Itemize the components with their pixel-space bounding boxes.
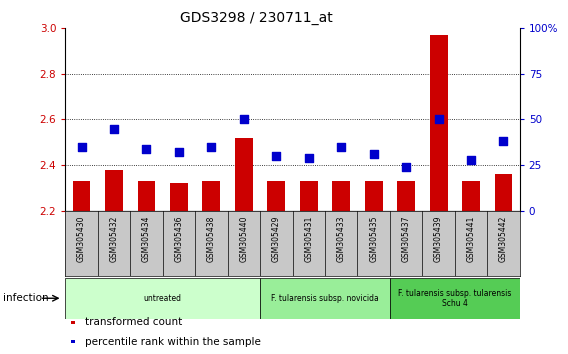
Point xyxy=(142,146,151,152)
Text: GSM305441: GSM305441 xyxy=(466,216,475,262)
Point xyxy=(466,157,475,162)
Bar xyxy=(137,181,156,211)
Point xyxy=(239,117,248,122)
Point xyxy=(77,144,86,150)
Bar xyxy=(202,181,220,211)
Bar xyxy=(495,174,512,211)
Point xyxy=(337,144,346,150)
Bar xyxy=(73,181,90,211)
Bar xyxy=(170,183,188,211)
Text: GSM305435: GSM305435 xyxy=(369,216,378,262)
Bar xyxy=(300,181,318,211)
Bar xyxy=(365,181,383,211)
Bar xyxy=(260,278,390,319)
Text: GSM305437: GSM305437 xyxy=(402,216,411,262)
Text: infection: infection xyxy=(3,293,48,303)
Point xyxy=(110,126,119,131)
Text: GSM305431: GSM305431 xyxy=(304,216,313,262)
Text: GSM305433: GSM305433 xyxy=(337,216,346,262)
Text: percentile rank within the sample: percentile rank within the sample xyxy=(85,337,261,347)
Text: GSM305439: GSM305439 xyxy=(434,216,443,262)
Bar xyxy=(429,35,448,211)
Text: GSM305438: GSM305438 xyxy=(207,216,216,262)
Point xyxy=(402,164,411,170)
Text: GSM305442: GSM305442 xyxy=(499,216,508,262)
Bar xyxy=(268,181,285,211)
Point xyxy=(207,144,216,150)
Text: GDS3298 / 230711_at: GDS3298 / 230711_at xyxy=(180,11,332,25)
Text: GSM305430: GSM305430 xyxy=(77,216,86,262)
Point xyxy=(369,151,378,157)
Point xyxy=(174,149,183,155)
Text: F. tularensis subsp. novicida: F. tularensis subsp. novicida xyxy=(271,294,379,303)
Text: GSM305429: GSM305429 xyxy=(272,216,281,262)
Bar xyxy=(390,278,520,319)
Bar xyxy=(462,181,480,211)
Bar xyxy=(332,181,350,211)
Text: GSM305440: GSM305440 xyxy=(239,216,248,262)
Text: GSM305436: GSM305436 xyxy=(174,216,183,262)
Point xyxy=(272,153,281,159)
Text: untreated: untreated xyxy=(144,294,182,303)
Bar xyxy=(235,138,253,211)
Text: GSM305432: GSM305432 xyxy=(110,216,119,262)
Bar xyxy=(397,181,415,211)
Bar xyxy=(105,170,123,211)
Point xyxy=(434,117,443,122)
Bar xyxy=(65,278,260,319)
Text: transformed count: transformed count xyxy=(85,317,182,327)
Text: F. tularensis subsp. tularensis
Schu 4: F. tularensis subsp. tularensis Schu 4 xyxy=(398,289,512,308)
Text: GSM305434: GSM305434 xyxy=(142,216,151,262)
Point xyxy=(499,138,508,144)
Point xyxy=(304,155,314,161)
